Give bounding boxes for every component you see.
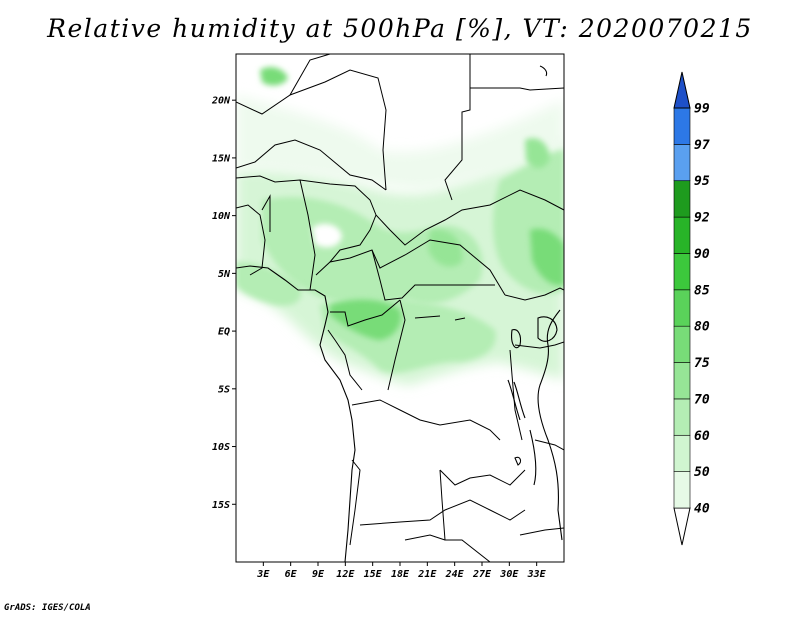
colorbar-swatch — [673, 107, 691, 145]
colorbar-level-label: 75 — [694, 356, 710, 371]
lat-tick-label: 5N — [218, 269, 231, 280]
humidity-region — [236, 95, 564, 190]
colorbar-level-label: 50 — [694, 465, 710, 480]
humidity-region — [525, 138, 550, 168]
humidity-region — [530, 228, 564, 286]
humidity-field — [236, 67, 564, 385]
lon-tick-label: 21E — [417, 569, 437, 580]
lon-tick-label: 3E — [256, 569, 270, 580]
humidity-region — [260, 67, 288, 86]
lon-tick-label: 18E — [391, 569, 410, 580]
map-axes: 20N 15N 10N 5N EQ 5S 10S 15S 3E 6E 9E 12E 15E 18E 21E 2… — [211, 96, 547, 580]
lon-tick-label: 24E — [445, 569, 465, 580]
colorbar-level-label: 80 — [694, 320, 710, 335]
humidity-region — [312, 223, 342, 248]
lat-tick-label: 15N — [212, 153, 231, 164]
colorbar-level-label: 97 — [694, 138, 710, 153]
colorbar: 40 50 60 70 75 80 85 90 92 95 97 99 — [673, 71, 710, 546]
lat-tick-label: 5S — [218, 384, 230, 395]
colorbar-swatch — [673, 216, 691, 254]
colorbar-level-label: 95 — [694, 174, 710, 189]
colorbar-level-label: 92 — [694, 211, 710, 226]
colorbar-swatch — [673, 471, 691, 509]
colorbar-upper-triangle — [673, 71, 691, 109]
colorbar-lower-triangle — [673, 507, 691, 546]
lat-tick-label: EQ — [218, 327, 230, 338]
colorbar-level-label: 70 — [694, 392, 710, 407]
lat-tick-label: 10N — [212, 211, 231, 222]
lon-tick-label: 12E — [336, 569, 355, 580]
colorbar-swatch — [673, 180, 691, 218]
colorbar-swatch — [673, 362, 691, 400]
lon-tick-label: 27E — [472, 569, 492, 580]
colorbar-level-label: 90 — [694, 247, 710, 262]
colorbar-level-label: 40 — [694, 502, 710, 517]
colorbar-swatch — [673, 434, 691, 472]
colorbar-swatch — [673, 253, 691, 291]
country-borders — [236, 54, 564, 562]
colorbar-swatch — [673, 144, 691, 182]
colorbar-level-label: 60 — [694, 429, 710, 444]
colorbar-swatch — [673, 398, 691, 436]
lon-tick-label: 15E — [364, 569, 383, 580]
lon-tick-label: 9E — [312, 569, 325, 580]
humidity-region — [236, 262, 302, 306]
colorbar-swatch — [673, 289, 691, 327]
lat-tick-label: 15S — [212, 500, 230, 511]
lon-tick-label: 30E — [499, 569, 519, 580]
lon-tick-label: 6E — [285, 569, 298, 580]
grads-credit: GrADS: IGES/COLA — [4, 603, 91, 613]
lat-tick-label: 10S — [212, 442, 230, 453]
humidity-region — [428, 229, 463, 267]
lat-tick-label: 20N — [211, 96, 231, 107]
lon-tick-label: 33E — [527, 569, 547, 580]
colorbar-level-label: 99 — [694, 102, 710, 117]
plot-title: Relative humidity at 500hPa [%], VT: 202… — [47, 14, 753, 43]
colorbar-swatch — [673, 325, 691, 363]
colorbar-level-label: 85 — [694, 283, 710, 298]
